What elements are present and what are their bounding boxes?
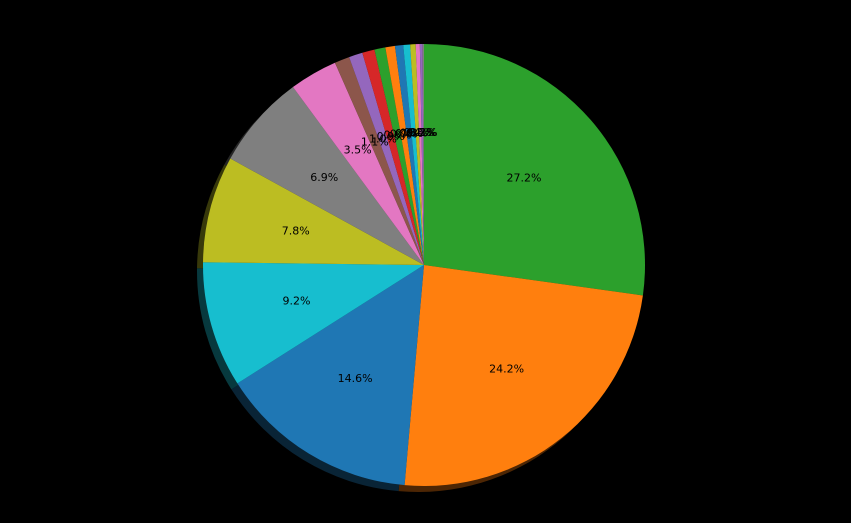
pie-slice-label: 0.1% — [410, 126, 438, 139]
pie-slice — [292, 62, 424, 266]
pie-slice — [237, 265, 424, 486]
pie-slice-label: 0.4% — [403, 126, 431, 139]
pie-slice — [230, 87, 424, 265]
pie-slice-label: 0.6% — [395, 127, 423, 140]
pie-slice-label: 0.8% — [384, 129, 412, 142]
pie-slice-label: 6.9% — [310, 171, 338, 184]
pie-slice-label: 0.2% — [408, 126, 436, 139]
pie-slice — [410, 44, 424, 265]
pie-slice — [334, 57, 424, 265]
pie-slice — [203, 262, 424, 384]
pie-slice-label: 27.2% — [507, 171, 542, 184]
pie-slice-label: 24.2% — [489, 362, 524, 375]
pie-slice-label: 3.5% — [344, 144, 372, 157]
pie-slice-label: 0.5% — [400, 126, 428, 139]
pie-slice — [422, 43, 424, 265]
pie-slice-label: 0.9% — [377, 130, 405, 143]
pie-slice — [403, 44, 424, 265]
pie-slice — [203, 158, 424, 265]
pie-slice — [394, 44, 424, 266]
pie-slice-label: 7.8% — [282, 225, 310, 238]
pie-slice-label: 0.7% — [390, 127, 418, 140]
pie-slice-label: 14.6% — [338, 372, 373, 385]
pie-slice-label: 0.3% — [406, 126, 434, 139]
pie-slice — [415, 44, 424, 265]
pie-slice-label: 9.2% — [282, 295, 310, 308]
pie-slice — [362, 49, 424, 265]
pie-slice — [374, 47, 424, 265]
pie-slices — [203, 43, 645, 487]
pie-slice-label: 1.1% — [361, 135, 389, 148]
pie-slice-labels: 27.2%24.2%14.6%9.2%7.8%6.9%3.5%1.1%1.0%0… — [282, 126, 542, 385]
pie-slice — [404, 265, 643, 487]
pie-slice — [349, 52, 424, 265]
pie-slice-label: 1.0% — [369, 132, 397, 145]
pie-slice — [385, 45, 424, 265]
pie-slice — [424, 44, 645, 296]
